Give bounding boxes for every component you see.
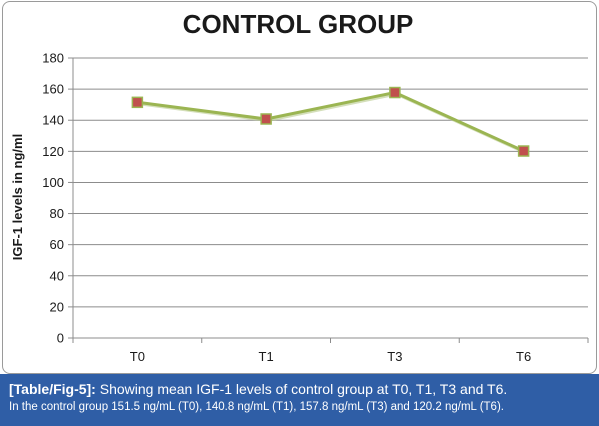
y-tick-label: 80: [50, 206, 64, 221]
y-axis-ticks: 0 20 40 60 80 100 120 140 160 180: [42, 51, 73, 346]
x-axis-ticks: T0 T1 T3 T6: [72, 338, 589, 364]
chart-title: CONTROL GROUP: [183, 9, 414, 39]
series-line-shadow: [138, 92, 526, 154]
y-tick-label: 160: [42, 82, 64, 97]
line-chart: CONTROL GROUP 0 20 40 60 80 100 120 140 160 180 T…: [10, 9, 589, 364]
chart-frame: [2, 1, 597, 374]
x-tick-label: T0: [130, 349, 145, 364]
x-tick-label: T3: [387, 349, 402, 364]
data-point-marker: [517, 145, 530, 157]
y-tick-label: 100: [42, 175, 64, 190]
caption-title: [Table/Fig-5]: Showing mean IGF-1 levels…: [9, 380, 591, 398]
caption-detail: In the control group 151.5 ng/mL (T0), 1…: [9, 401, 504, 413]
figure-caption: [Table/Fig-5]: Showing mean IGF-1 levels…: [0, 374, 599, 426]
caption-text: Showing mean IGF-1 levels of control gro…: [95, 381, 508, 397]
y-tick-label: 0: [57, 331, 64, 346]
data-point-marker: [389, 86, 401, 99]
series-igf1: [131, 86, 530, 157]
y-tick-label: 40: [50, 268, 64, 283]
x-tick-label: T6: [516, 349, 531, 364]
y-tick-label: 180: [42, 51, 64, 66]
y-tick-label: 140: [42, 113, 64, 128]
data-point-marker: [260, 113, 272, 125]
y-axis-title: IGF-1 levels in ng/ml: [10, 134, 25, 260]
series-line: [137, 91, 525, 153]
x-tick-label: T1: [259, 349, 274, 364]
y-tick-label: 20: [50, 299, 64, 314]
y-tick-label: 60: [50, 237, 64, 252]
data-point-marker: [131, 96, 144, 109]
gridlines: [72, 57, 588, 339]
caption-tag: [Table/Fig-5]:: [9, 381, 96, 397]
y-tick-label: 120: [42, 144, 64, 159]
